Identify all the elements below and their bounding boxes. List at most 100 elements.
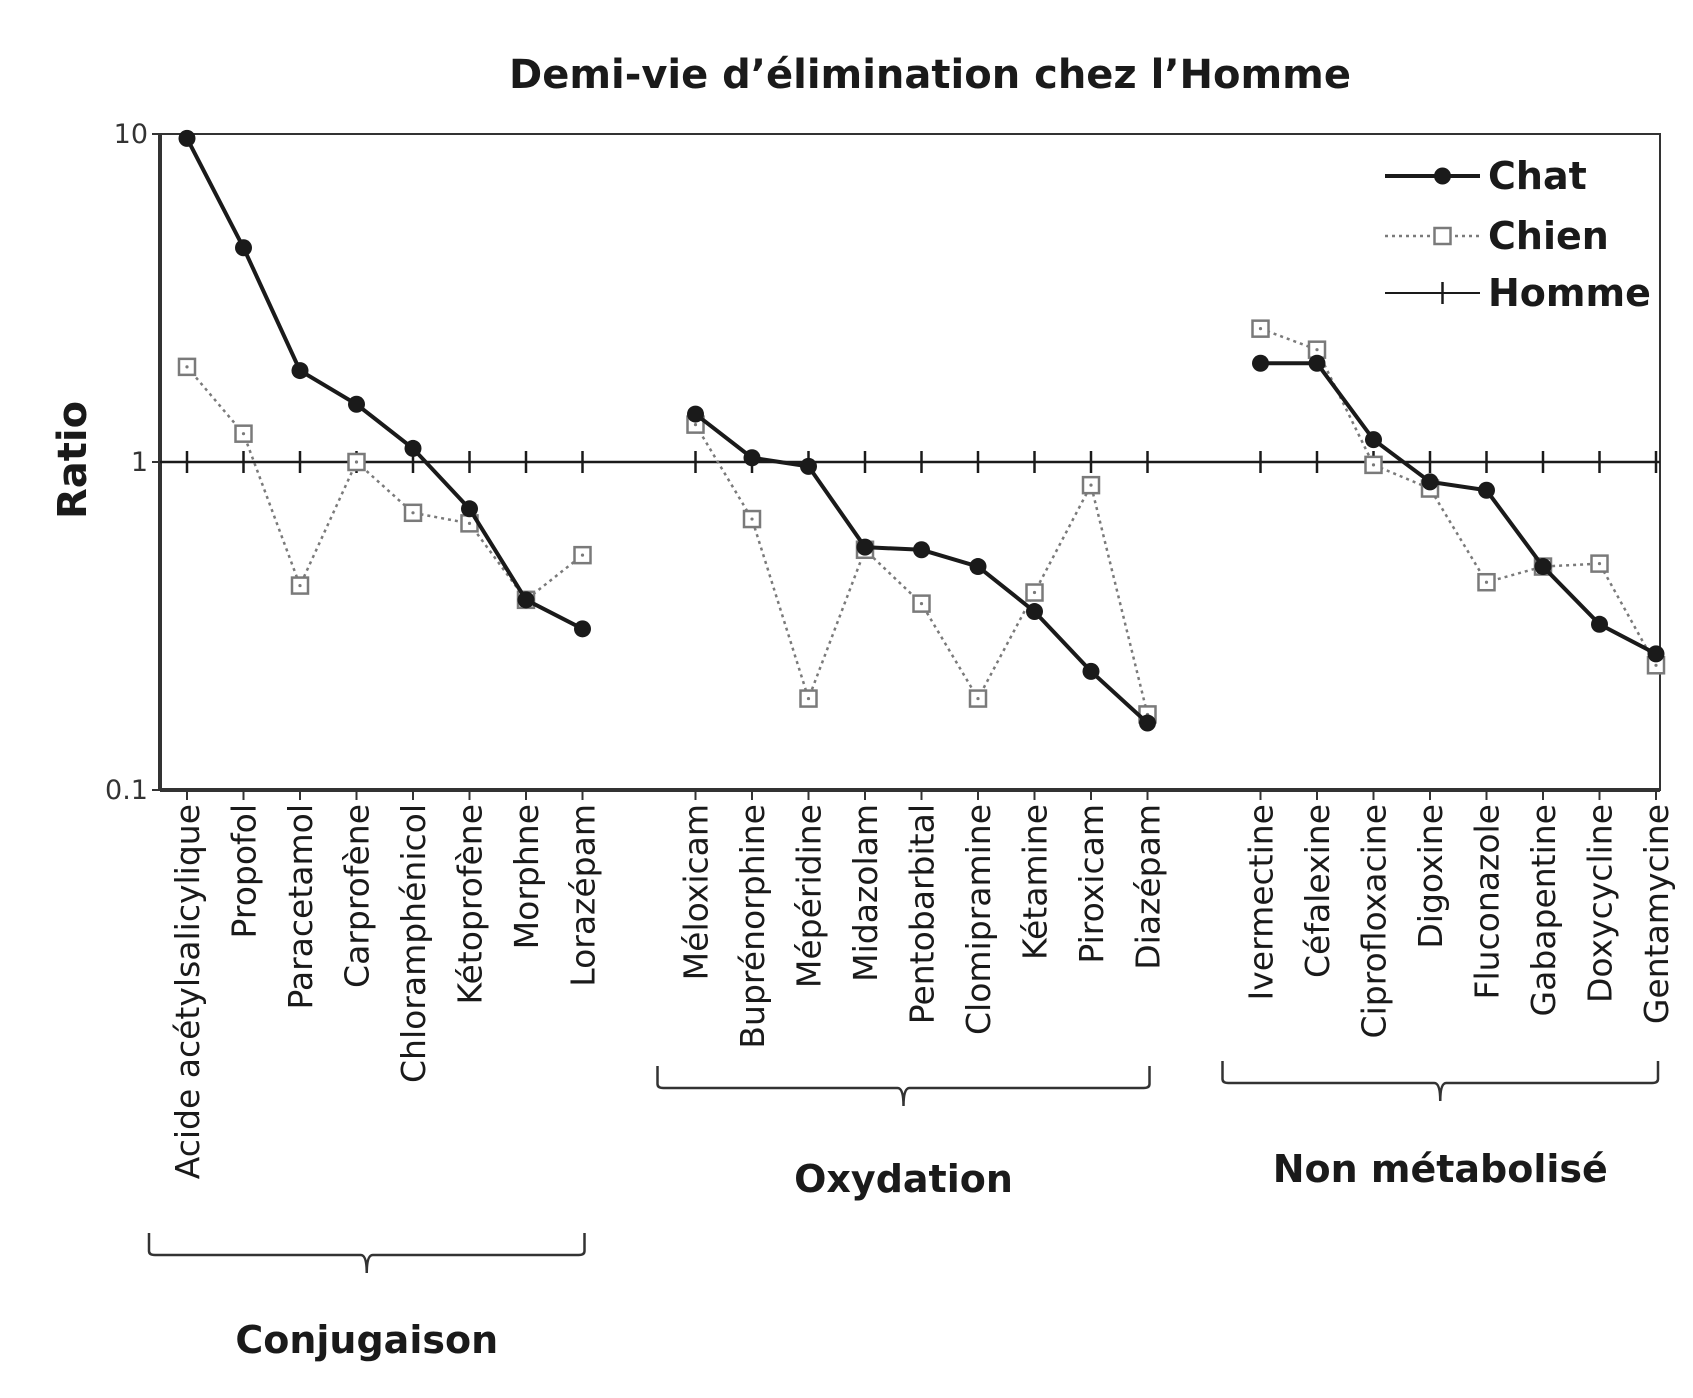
series-chien-marker <box>1081 475 1101 495</box>
series-layer <box>160 129 1666 732</box>
square-dot <box>580 553 585 557</box>
legend: Chat Chien Homme <box>1385 154 1651 315</box>
x-tick-label: Méloxicam <box>677 804 716 980</box>
group-label: Oxydation <box>794 1157 1013 1201</box>
group-bracket <box>1221 1061 1660 1102</box>
x-tick-label: Mépéridine <box>790 804 829 988</box>
series-chat-point <box>291 362 309 380</box>
series-chien-marker <box>1307 340 1327 359</box>
legend-chien-label: Chien <box>1488 214 1609 258</box>
x-tick-label: Gentamycine <box>1637 804 1676 1024</box>
y-tick-label: 0.1 <box>105 775 148 806</box>
series-chat-point <box>1365 431 1382 449</box>
x-tick-label: Propofol <box>225 804 264 938</box>
series-chien-marker <box>968 689 988 708</box>
y-axis-label: Ratio <box>50 401 96 519</box>
legend-chien-marker <box>1433 226 1452 246</box>
series-chat-line <box>1260 361 1657 656</box>
series-chat-point <box>1252 354 1269 372</box>
x-tick-label: Acide acétylsalicylique <box>168 804 207 1179</box>
series-chat-point <box>1308 354 1326 372</box>
series-chat-point <box>687 405 704 423</box>
series-chien-marker <box>912 594 931 613</box>
square-dot <box>1089 483 1093 487</box>
x-tick-label: Digoxine <box>1411 804 1450 949</box>
square-dot <box>1371 463 1376 467</box>
group-label: Conjugaison <box>235 1318 498 1362</box>
series-chat-point <box>1421 473 1439 491</box>
group-label: Non métabolisé <box>1273 1147 1608 1191</box>
series-chat-point <box>1534 558 1552 576</box>
series-chien-marker <box>1477 572 1496 592</box>
series-chat-line <box>185 137 584 631</box>
series-chat-point <box>404 439 422 457</box>
series-chien-line <box>186 366 584 602</box>
series-chat-point <box>969 558 987 576</box>
x-tick-label: Carprofène <box>338 804 377 988</box>
group-brackets: Conjugaison Oxydation Non métabolisé <box>147 1061 1660 1362</box>
series-chat-point <box>348 395 365 413</box>
x-tick-label: Clomipramine <box>959 804 998 1035</box>
square-dot <box>1484 580 1489 584</box>
square-dot <box>693 423 698 427</box>
square-dot <box>467 521 472 525</box>
x-tick-label: Fluconazole <box>1468 804 1507 1000</box>
square-dot <box>354 460 359 464</box>
square-dot <box>806 696 811 701</box>
x-tick-label: Ciprofloxacine <box>1355 804 1394 1038</box>
x-tick-label: Kétoprofène <box>451 804 490 1005</box>
series-chat-point <box>913 541 930 559</box>
series-chat-point <box>235 239 252 257</box>
series-chat-point <box>856 538 874 556</box>
y-tick-label: 1 <box>131 447 148 478</box>
series-chat-point <box>1647 645 1665 663</box>
series-chien-marker <box>799 689 818 708</box>
series-chien-marker <box>742 509 762 529</box>
x-tick-label: Paracetamol <box>281 804 320 1010</box>
legend-chat-label: Chat <box>1488 154 1587 198</box>
square-dot <box>185 365 189 369</box>
series-chien-line <box>1260 327 1658 666</box>
x-tick-label: Midazolam <box>846 804 885 982</box>
legend-homme-label: Homme <box>1488 271 1651 315</box>
series-chien-marker <box>290 576 310 595</box>
x-tick-label: Kétamine <box>1016 804 1055 960</box>
square-dot <box>1654 663 1658 667</box>
group-bracket <box>656 1066 1151 1107</box>
x-tick-label: Piroxicam <box>1072 804 1111 964</box>
series-chat-point <box>743 449 761 467</box>
series-chien-marker <box>177 357 197 377</box>
x-tick-label: Doxycycline <box>1581 804 1620 1003</box>
series-chien-marker <box>1590 554 1609 573</box>
series-chat-point <box>1478 481 1495 499</box>
chart-title: Demi-vie d’élimination chez l’Homme <box>509 52 1351 98</box>
x-tick-label: Diazépam <box>1129 804 1168 970</box>
x-tick-label: Céfalexine <box>1298 804 1337 978</box>
x-tick-label: Lorazépam <box>564 804 603 987</box>
square-dot <box>1258 327 1263 331</box>
series-chat-point <box>800 457 817 475</box>
square-dot <box>411 511 415 515</box>
series-chat-point <box>517 591 535 609</box>
y-axis-ticks: 0.1 1 10 <box>105 119 1657 806</box>
square-dot <box>976 696 980 701</box>
square-dot <box>1032 590 1037 595</box>
square-dot <box>919 602 924 606</box>
legend-chat-marker <box>1434 167 1451 185</box>
series-chien-marker <box>1364 455 1383 475</box>
series-chien-marker <box>347 452 366 472</box>
square-dot <box>750 517 754 521</box>
x-tick-label: Gabapentine <box>1524 804 1563 1016</box>
series-chien-marker <box>1251 319 1270 338</box>
square-dot <box>1315 348 1319 352</box>
series-chat-point <box>1139 714 1156 732</box>
series-chat-point <box>1082 662 1100 680</box>
group-bracket <box>147 1233 586 1274</box>
series-chien-marker <box>403 503 423 523</box>
square-dot <box>241 432 246 436</box>
series-chat-point <box>1591 615 1608 633</box>
series-chat-point <box>1026 603 1043 621</box>
square-dot <box>298 583 302 588</box>
square-dot <box>1597 562 1602 566</box>
